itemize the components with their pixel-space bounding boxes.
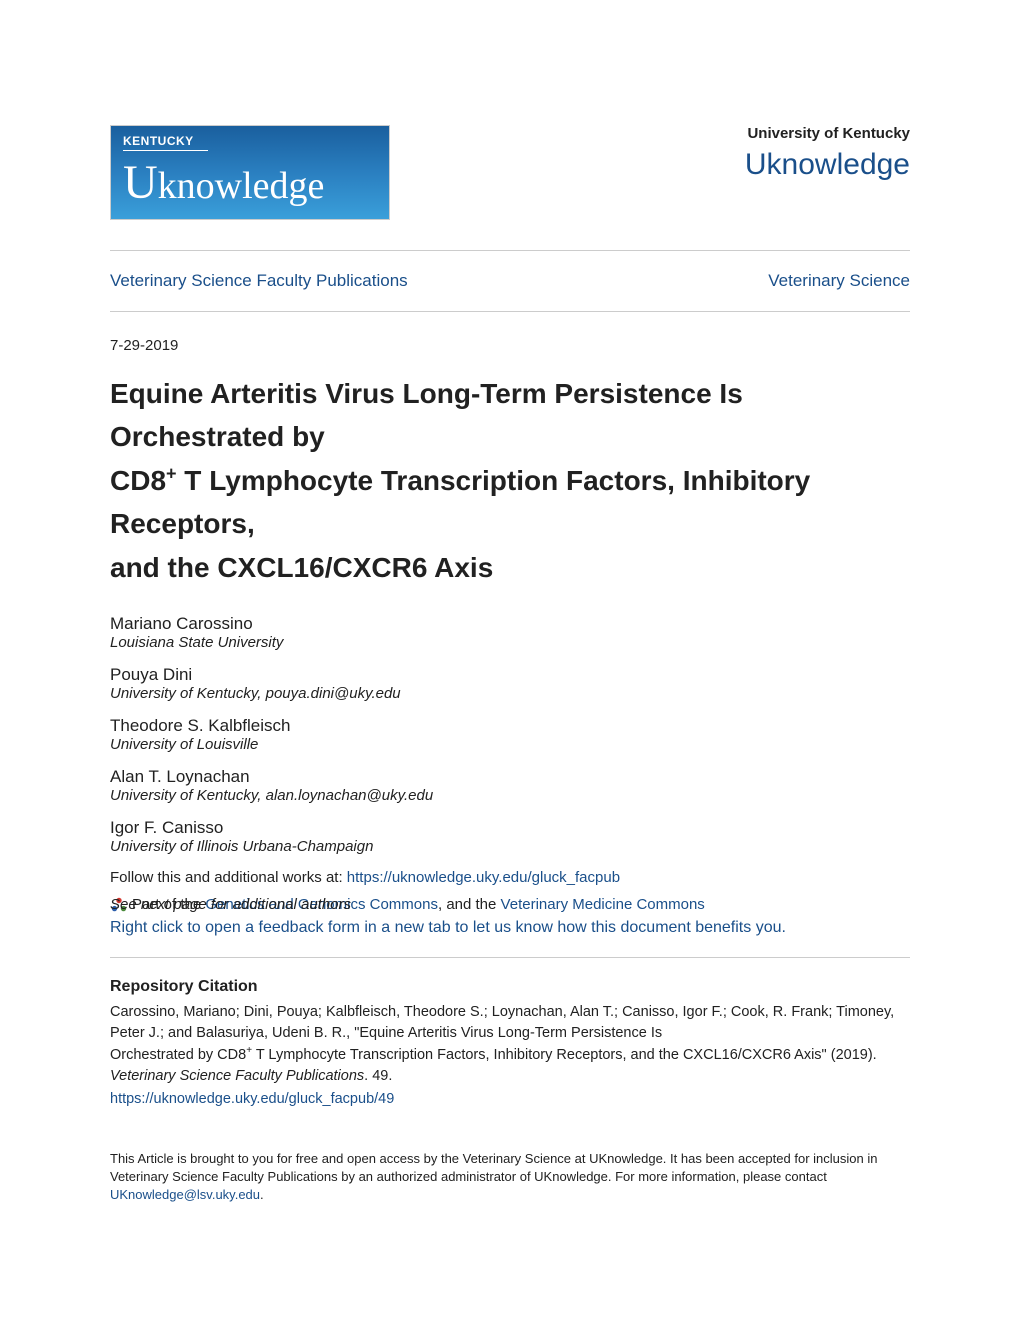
article-title: Equine Arteritis Virus Long-Term Persist…	[110, 372, 910, 589]
follow-prefix: Follow this and additional works at:	[110, 869, 347, 886]
feedback-link[interactable]: Right click to open a feedback form in a…	[110, 919, 910, 937]
logo-letter-u: U	[123, 155, 158, 210]
breadcrumb-department-link[interactable]: Veterinary Science	[768, 271, 910, 291]
divider-top	[110, 250, 910, 251]
author-block: Theodore S. Kalbfleisch University of Lo…	[110, 716, 910, 753]
footer-email-link[interactable]: UKnowledge@lsv.uky.edu	[110, 1187, 260, 1202]
repository-citation-heading: Repository Citation	[110, 978, 910, 996]
footer-text: This Article is brought to you for free …	[110, 1150, 910, 1205]
see-next-page-text: See next page for additional authors	[110, 896, 910, 913]
logo-main: Uknowledge	[123, 155, 377, 210]
author-name: Igor F. Canisso	[110, 818, 910, 838]
citation-italic: Veterinary Science Faculty Publications	[110, 1068, 364, 1084]
title-sup-prefix: CD8	[110, 465, 166, 496]
title-line2-rest: T Lymphocyte Transcription Factors, Inhi…	[110, 465, 810, 539]
divider-mid	[110, 957, 910, 958]
university-name: University of Kentucky	[745, 125, 910, 142]
author-affiliation: University of Kentucky, pouya.dini@uky.e…	[110, 685, 910, 702]
publication-date: 7-29-2019	[110, 337, 910, 354]
citation-p2-post: T Lymphocyte Transcription Factors, Inhi…	[252, 1047, 877, 1063]
divider-breadcrumb	[110, 311, 910, 312]
author-name: Theodore S. Kalbfleisch	[110, 716, 910, 736]
footer-pre: This Article is brought to you for free …	[110, 1151, 877, 1184]
author-block: Igor F. Canisso University of Illinois U…	[110, 818, 910, 855]
citation-url-link[interactable]: https://uknowledge.uky.edu/gluck_facpub/…	[110, 1089, 910, 1110]
citation-p1: Carossino, Mariano; Dini, Pouya; Kalbfle…	[110, 1004, 894, 1041]
author-name: Alan T. Loynachan	[110, 767, 910, 787]
footer-post: .	[260, 1187, 264, 1202]
author-block: Pouya Dini University of Kentucky, pouya…	[110, 665, 910, 702]
breadcrumb-collection-link[interactable]: Veterinary Science Faculty Publications	[110, 271, 408, 291]
author-affiliation: Louisiana State University	[110, 634, 910, 651]
author-block: Alan T. Loynachan University of Kentucky…	[110, 767, 910, 804]
uknowledge-logo[interactable]: KENTUCKY Uknowledge	[110, 125, 390, 220]
citation-text: Carossino, Mariano; Dini, Pouya; Kalbfle…	[110, 1002, 910, 1110]
breadcrumb-row: Veterinary Science Faculty Publications …	[110, 271, 910, 291]
author-name: Mariano Carossino	[110, 614, 910, 634]
logo-rest: knowledge	[158, 164, 325, 208]
header-row: KENTUCKY Uknowledge University of Kentuc…	[110, 125, 910, 220]
author-name: Pouya Dini	[110, 665, 910, 685]
author-affiliation: University of Louisville	[110, 736, 910, 753]
logo-top-text: KENTUCKY	[123, 134, 377, 148]
title-line1: Equine Arteritis Virus Long-Term Persist…	[110, 378, 743, 452]
logo-underline	[123, 150, 208, 151]
title-sup: +	[166, 463, 177, 483]
follow-url-link[interactable]: https://uknowledge.uky.edu/gluck_facpub	[347, 869, 620, 886]
header-right: University of Kentucky Uknowledge	[745, 125, 910, 182]
author-affiliation: University of Illinois Urbana-Champaign	[110, 838, 910, 855]
follow-line: Follow this and additional works at: htt…	[110, 869, 910, 886]
citation-p2-pre: Orchestrated by CD8	[110, 1047, 246, 1063]
citation-num: . 49.	[364, 1068, 392, 1084]
uknowledge-site-link[interactable]: Uknowledge	[745, 148, 910, 181]
author-affiliation: University of Kentucky, alan.loynachan@u…	[110, 787, 910, 804]
title-line3: and the CXCL16/CXCR6 Axis	[110, 552, 493, 583]
author-block: Mariano Carossino Louisiana State Univer…	[110, 614, 910, 651]
